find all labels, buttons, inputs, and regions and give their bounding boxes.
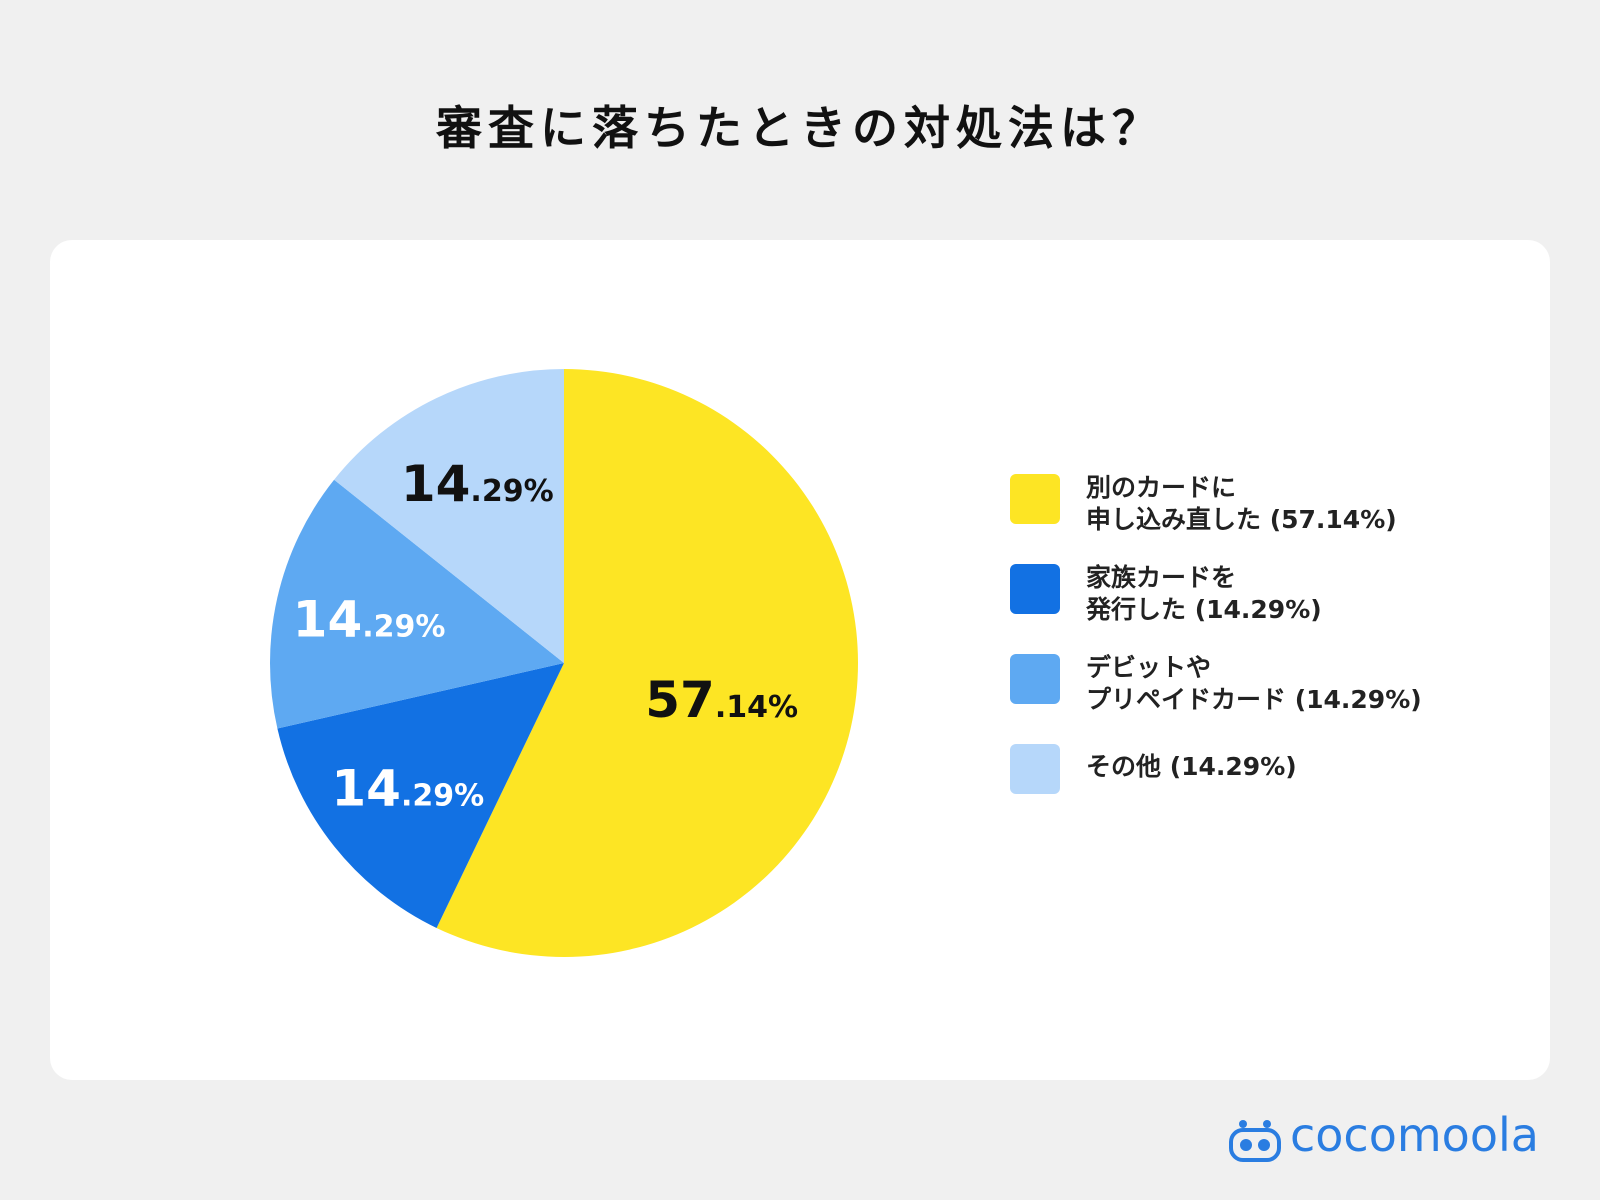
pie-slice-2 bbox=[270, 479, 564, 729]
chart-legend: 別のカードに申し込み直した (57.14%) 家族カードを発行した (14.29%… bbox=[1010, 472, 1510, 832]
legend-label-2: デビットやプリペイドカード (14.29%) bbox=[1086, 652, 1422, 716]
legend-label-line: デビットや bbox=[1086, 653, 1212, 682]
cocomoola-logo-icon bbox=[1229, 1120, 1281, 1162]
legend-label-line: その他 (14.29%) bbox=[1086, 752, 1297, 781]
legend-item-0: 別のカードに申し込み直した (57.14%) bbox=[1010, 472, 1510, 562]
legend-label-line: 別のカードに bbox=[1086, 473, 1237, 502]
legend-label-1: 家族カードを発行した (14.29%) bbox=[1086, 562, 1322, 626]
legend-label-line: 家族カードを bbox=[1086, 563, 1237, 592]
legend-item-2: デビットやプリペイドカード (14.29%) bbox=[1010, 652, 1510, 742]
chart-title: 審査に落ちたときの対処法は？ bbox=[436, 101, 1164, 155]
pie-slice-label-3: 14.29% bbox=[401, 455, 554, 513]
pie-chart: 57.14% 14.29% 14.29% 14.29% bbox=[270, 369, 859, 958]
legend-swatch-3 bbox=[1010, 744, 1060, 794]
legend-label-line: プリペイドカード (14.29%) bbox=[1086, 685, 1422, 714]
chart-card: 57.14% 14.29% 14.29% 14.29% 別のカードに申し込み直した (… bbox=[50, 240, 1550, 1080]
legend-item-3: その他 (14.29%) bbox=[1010, 742, 1510, 832]
legend-swatch-1 bbox=[1010, 564, 1060, 614]
legend-label-3: その他 (14.29%) bbox=[1086, 742, 1297, 783]
pie-slice-0 bbox=[436, 369, 859, 958]
legend-item-1: 家族カードを発行した (14.29%) bbox=[1010, 562, 1510, 652]
legend-label-line: 申し込み直した (57.14%) bbox=[1086, 505, 1397, 534]
brand-name: cocomoola bbox=[1290, 1108, 1539, 1162]
pie-slice-label-1: 14.29% bbox=[331, 760, 484, 818]
legend-label-line: 発行した (14.29%) bbox=[1086, 595, 1322, 624]
legend-swatch-2 bbox=[1010, 654, 1060, 704]
pie-slice-3 bbox=[334, 369, 564, 663]
pie-slice-label-0: 57.14% bbox=[645, 671, 798, 729]
pie-slice-label-2: 14.29% bbox=[293, 591, 446, 649]
pie-slice-1 bbox=[277, 663, 564, 928]
legend-swatch-0 bbox=[1010, 474, 1060, 524]
legend-label-0: 別のカードに申し込み直した (57.14%) bbox=[1086, 472, 1397, 536]
